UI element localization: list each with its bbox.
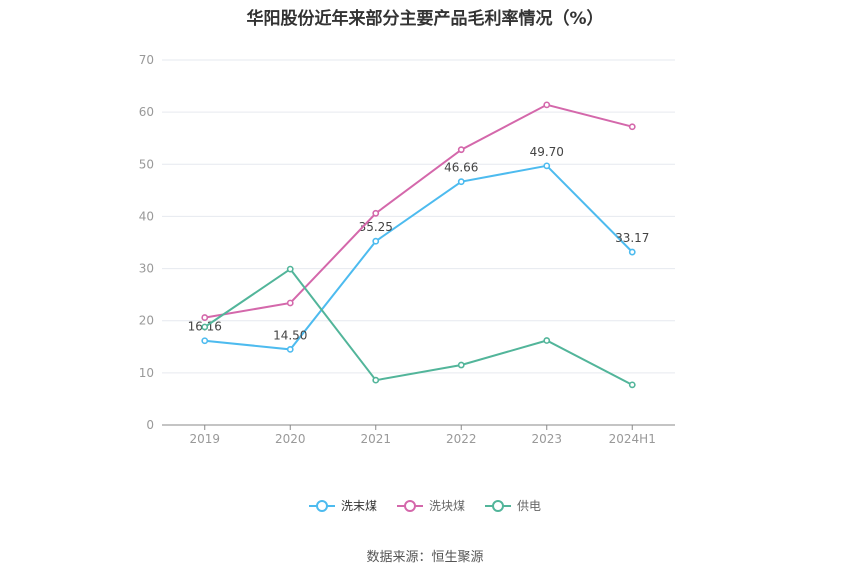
legend: 洗末煤 洗块煤 供电 <box>0 497 850 514</box>
data-point <box>628 381 636 389</box>
legend-marker-icon <box>396 499 423 512</box>
data-point <box>457 146 465 154</box>
data-point <box>372 376 380 384</box>
y-tick-label: 20 <box>139 314 154 328</box>
y-tick-label: 30 <box>139 262 154 276</box>
legend-label: 供电 <box>517 499 542 513</box>
data-point <box>201 337 209 345</box>
data-point <box>201 323 209 331</box>
source-note: 数据来源：恒生聚源 <box>366 550 484 565</box>
legend-item[interactable]: 洗块煤 <box>396 497 465 514</box>
x-tick-label: 2021 <box>360 432 391 446</box>
legend-marker-icon <box>308 499 335 512</box>
series-line-1 <box>204 103 633 319</box>
x-tick-label: 2023 <box>531 432 562 446</box>
data-point <box>372 209 380 217</box>
data-point <box>372 237 380 245</box>
y-tick-label: 40 <box>139 209 154 223</box>
data-point <box>201 314 209 321</box>
data-label: 49.70 <box>530 145 564 159</box>
series-line-0 <box>204 164 634 351</box>
legend-item[interactable]: 供电 <box>485 497 541 514</box>
legend-label: 洗块煤 <box>428 499 465 513</box>
x-tick-label: 2022 <box>446 432 477 446</box>
data-point <box>543 337 551 344</box>
data-point <box>543 162 551 170</box>
y-tick-label: 10 <box>139 366 154 380</box>
data-point <box>457 178 465 186</box>
data-label: 46.66 <box>444 161 478 175</box>
data-label: 33.17 <box>615 231 649 245</box>
data-point <box>286 299 294 307</box>
data-point <box>628 248 636 256</box>
legend-item[interactable]: 洗末煤 <box>308 497 377 514</box>
y-tick-label: 60 <box>139 105 154 119</box>
legend-label: 洗末煤 <box>340 499 377 513</box>
data-point <box>286 345 294 353</box>
y-tick-label: 0 <box>146 418 154 432</box>
x-tick-label: 2024H1 <box>609 432 656 446</box>
chart-title: 华阳股份近年来部分主要产品毛利率情况（%） <box>246 9 604 29</box>
x-tick-label: 2020 <box>275 432 306 446</box>
data-label: 14.50 <box>273 328 307 342</box>
legend-marker-icon <box>485 499 511 512</box>
y-tick-label: 50 <box>139 157 154 171</box>
y-tick-label: 70 <box>139 53 154 67</box>
data-point <box>543 101 551 109</box>
data-point <box>286 265 294 273</box>
data-point <box>457 361 465 369</box>
series-line-2 <box>204 267 633 386</box>
x-tick-label: 2019 <box>189 432 220 446</box>
data-point <box>628 123 636 131</box>
